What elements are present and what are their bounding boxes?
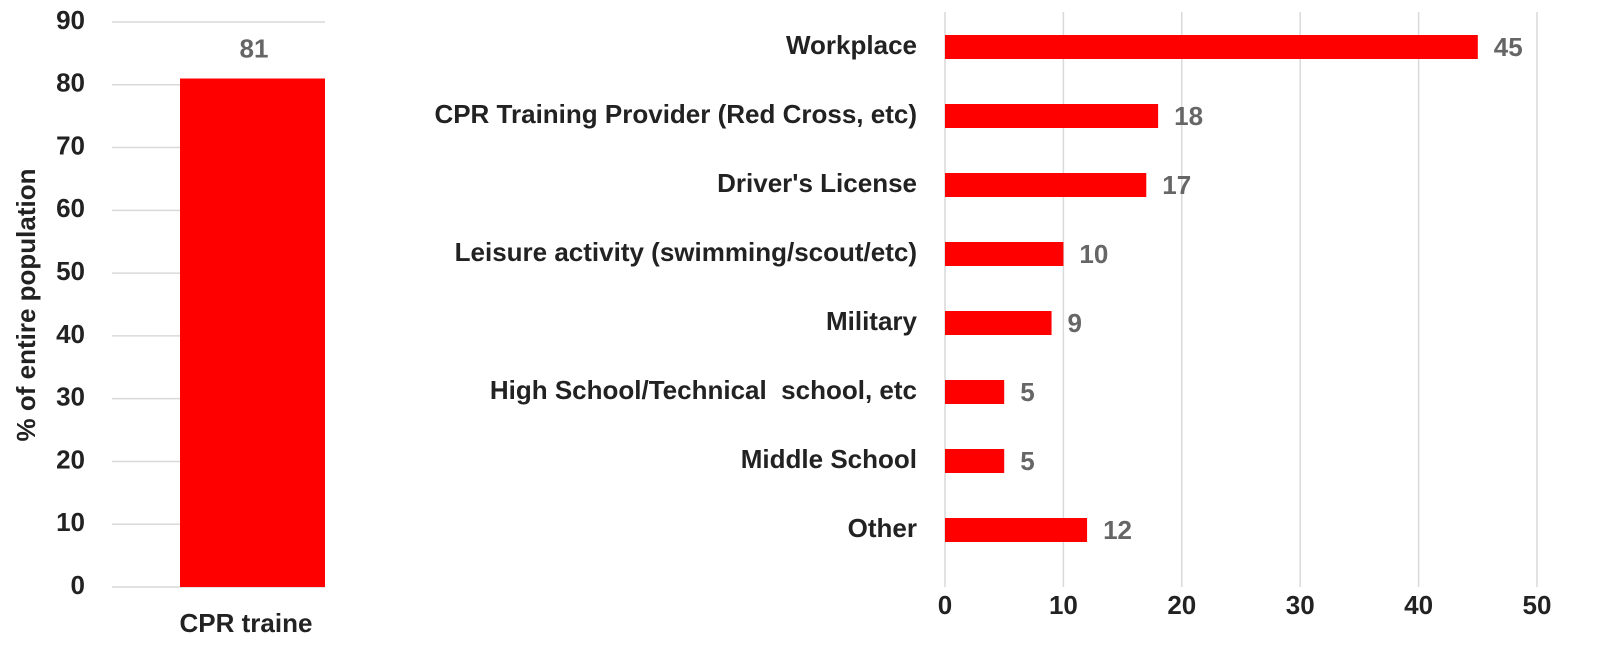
category-label: Middle School — [741, 444, 917, 474]
value-label: 9 — [1068, 308, 1082, 338]
bar — [945, 173, 1147, 197]
bar — [945, 518, 1088, 542]
value-label: 17 — [1162, 170, 1191, 200]
bar — [945, 311, 1052, 335]
bar — [945, 35, 1478, 59]
value-label: 45 — [1494, 32, 1523, 62]
y-tick-label: 90 — [56, 5, 85, 35]
category-label: High School/Technical school, etc — [490, 375, 917, 405]
y-tick-label: 20 — [56, 444, 85, 474]
y-tick-label: 80 — [56, 68, 85, 98]
category-label: Leisure activity (swimming/scout/etc) — [455, 237, 917, 267]
bar — [945, 242, 1064, 266]
y-tick-label: 10 — [56, 507, 85, 537]
value-label: 12 — [1103, 515, 1132, 545]
value-label: 18 — [1174, 101, 1203, 131]
bar — [945, 380, 1005, 404]
value-label: 81 — [240, 33, 269, 63]
value-label: 5 — [1020, 446, 1034, 476]
category-label: Other — [848, 513, 917, 543]
x-tick-label: 10 — [1049, 590, 1078, 620]
value-label: 10 — [1079, 239, 1108, 269]
y-tick-label: 50 — [56, 256, 85, 286]
bar — [180, 78, 325, 587]
y-axis-label: % of entire population — [11, 169, 41, 442]
category-label: Driver's License — [717, 168, 917, 198]
bar — [945, 104, 1159, 128]
y-tick-label: 30 — [56, 382, 85, 412]
value-label: 5 — [1020, 377, 1034, 407]
x-tick-label: 20 — [1167, 590, 1196, 620]
bar — [945, 449, 1005, 473]
y-tick-label: 40 — [56, 319, 85, 349]
x-tick-label: CPR traine — [180, 608, 313, 638]
y-tick-label: 60 — [56, 193, 85, 223]
x-tick-label: 50 — [1523, 590, 1552, 620]
y-tick-label: 0 — [71, 570, 85, 600]
category-label: CPR Training Provider (Red Cross, etc) — [434, 99, 917, 129]
category-label: Military — [826, 306, 918, 336]
x-tick-label: 30 — [1286, 590, 1315, 620]
category-label: Workplace — [786, 30, 917, 60]
y-tick-label: 70 — [56, 130, 85, 160]
x-tick-label: 0 — [938, 590, 952, 620]
x-tick-label: 40 — [1404, 590, 1433, 620]
